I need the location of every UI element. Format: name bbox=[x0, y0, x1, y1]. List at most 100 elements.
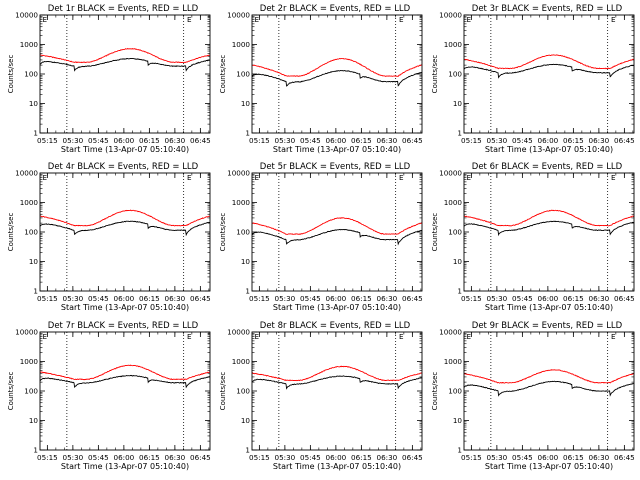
x-axis-label: Start Time (13-Apr-07 05:10:40) bbox=[485, 462, 613, 471]
e-marker: E bbox=[255, 15, 260, 24]
panel-8: Det 8r BLACK = Events, RED = LLD 1 10 100 10… bbox=[219, 321, 423, 471]
y-tick-label: 100 bbox=[236, 228, 250, 237]
events-series-line bbox=[463, 380, 635, 397]
e-marker: E bbox=[43, 332, 48, 341]
x-axis-label: Start Time (13-Apr-07 05:10:40) bbox=[61, 145, 189, 154]
y-tick-label: 100 bbox=[24, 387, 38, 396]
plot-frame bbox=[463, 172, 635, 292]
panel-6: Det 6r BLACK = Events, RED = LLD 1 10 100 10… bbox=[431, 162, 635, 312]
y-tick-label: 10 bbox=[241, 99, 251, 108]
x-tick-label: 06:30 bbox=[589, 453, 610, 462]
y-tick-label: 1 bbox=[457, 287, 462, 296]
x-tick-label: 06:15 bbox=[351, 453, 372, 462]
y-tick-label: 1000 bbox=[232, 40, 251, 49]
e-marker: E bbox=[611, 15, 616, 24]
events-series-line bbox=[39, 58, 211, 72]
events-series-line bbox=[251, 228, 423, 246]
x-tick-label: 06:15 bbox=[351, 136, 372, 145]
x-tick-label: 06:30 bbox=[589, 294, 610, 303]
x-tick-label: 06:00 bbox=[326, 136, 347, 145]
x-tick-label: 05:30 bbox=[487, 294, 508, 303]
y-axis-label: Counts/sec bbox=[7, 372, 15, 411]
lld-series-line bbox=[251, 58, 423, 77]
y-tick-label: 10 bbox=[453, 99, 463, 108]
y-axis-label: Counts/sec bbox=[431, 213, 439, 252]
plot-frame bbox=[39, 14, 211, 134]
e-marker: E bbox=[399, 173, 404, 182]
y-tick-label: 10 bbox=[29, 416, 39, 425]
y-axis-label: Counts/sec bbox=[219, 213, 227, 252]
y-tick-label: 1000 bbox=[232, 357, 251, 366]
y-axis-label: Counts/sec bbox=[7, 213, 15, 252]
e-marker: E bbox=[187, 332, 192, 341]
lld-series-line bbox=[463, 369, 635, 384]
x-tick-label: 06:45 bbox=[402, 136, 423, 145]
x-tick-label: 06:30 bbox=[589, 136, 610, 145]
y-tick-label: 100 bbox=[24, 228, 38, 237]
y-axis-label: Counts/sec bbox=[431, 372, 439, 411]
e-marker: E bbox=[467, 332, 472, 341]
x-tick-label: 05:45 bbox=[88, 453, 109, 462]
y-tick-label: 10 bbox=[29, 257, 39, 266]
e-marker: E bbox=[255, 332, 260, 341]
y-axis-label: Counts/sec bbox=[219, 55, 227, 94]
e-marker: E bbox=[43, 15, 48, 24]
events-series-line bbox=[251, 70, 423, 87]
e-marker: E bbox=[43, 173, 48, 182]
x-axis-label: Start Time (13-Apr-07 05:10:40) bbox=[273, 303, 401, 312]
panel-title: Det 2r BLACK = Events, RED = LLD bbox=[260, 4, 411, 14]
y-tick-label: 1000 bbox=[444, 357, 463, 366]
x-tick-label: 06:30 bbox=[377, 136, 398, 145]
x-tick-label: 05:45 bbox=[512, 294, 533, 303]
x-tick-label: 05:15 bbox=[249, 136, 270, 145]
panel-title: Det 5r BLACK = Events, RED = LLD bbox=[260, 162, 411, 172]
lld-series-line bbox=[252, 217, 423, 235]
x-tick-label: 05:15 bbox=[37, 294, 58, 303]
y-tick-label: 100 bbox=[448, 228, 462, 237]
x-tick-label: 06:30 bbox=[165, 294, 186, 303]
panel-title: Det 7r BLACK = Events, RED = LLD bbox=[48, 321, 199, 331]
e-marker: E bbox=[187, 15, 192, 24]
e-marker: E bbox=[611, 332, 616, 341]
x-tick-label: 05:45 bbox=[88, 136, 109, 145]
panel-title: Det 9r BLACK = Events, RED = LLD bbox=[472, 321, 623, 331]
y-tick-label: 1000 bbox=[20, 40, 39, 49]
plot-frame bbox=[251, 14, 423, 134]
y-tick-label: 100 bbox=[236, 387, 250, 396]
x-tick-label: 06:45 bbox=[614, 294, 635, 303]
y-axis-label: Counts/sec bbox=[7, 55, 15, 94]
x-tick-label: 05:45 bbox=[512, 136, 533, 145]
x-tick-label: 06:00 bbox=[114, 453, 135, 462]
y-tick-label: 1 bbox=[457, 446, 462, 455]
x-tick-label: 05:30 bbox=[63, 294, 84, 303]
y-tick-label: 100 bbox=[448, 70, 462, 79]
x-tick-label: 05:45 bbox=[512, 453, 533, 462]
x-tick-label: 05:15 bbox=[249, 294, 270, 303]
plot-frame bbox=[251, 331, 423, 451]
x-tick-label: 05:15 bbox=[461, 453, 482, 462]
y-tick-label: 10 bbox=[241, 257, 251, 266]
x-tick-label: 05:45 bbox=[300, 136, 321, 145]
x-tick-label: 06:45 bbox=[190, 294, 211, 303]
x-axis-label: Start Time (13-Apr-07 05:10:40) bbox=[485, 145, 613, 154]
x-tick-label: 06:00 bbox=[538, 453, 559, 462]
x-tick-label: 05:15 bbox=[461, 294, 482, 303]
x-tick-label: 06:45 bbox=[190, 453, 211, 462]
lld-series-line bbox=[39, 364, 210, 381]
y-tick-label: 10000 bbox=[15, 328, 38, 337]
x-tick-label: 05:30 bbox=[275, 136, 296, 145]
plot-frame bbox=[39, 172, 211, 292]
x-tick-label: 06:30 bbox=[377, 294, 398, 303]
lld-series-line bbox=[464, 54, 635, 70]
x-axis-label: Start Time (13-Apr-07 05:10:40) bbox=[61, 462, 189, 471]
y-tick-label: 10000 bbox=[439, 169, 462, 178]
events-series-line bbox=[463, 220, 635, 237]
events-series-line bbox=[463, 63, 635, 79]
e-marker: E bbox=[399, 332, 404, 341]
y-tick-label: 1 bbox=[245, 287, 250, 296]
panel-4: Det 4r BLACK = Events, RED = LLD 1 10 100 10… bbox=[7, 162, 211, 312]
x-tick-label: 06:15 bbox=[563, 136, 584, 145]
panel-title: Det 3r BLACK = Events, RED = LLD bbox=[472, 4, 623, 14]
x-tick-label: 05:30 bbox=[487, 136, 508, 145]
